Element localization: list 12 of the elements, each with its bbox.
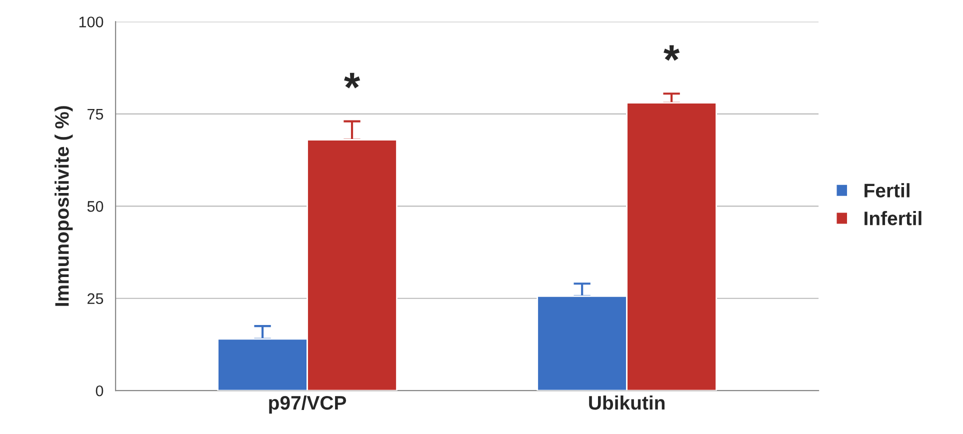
y-tick-label: 25	[88, 293, 104, 304]
y-tick-label: 0	[96, 385, 104, 396]
annotation: *	[344, 72, 360, 88]
legend-label: Infertil	[864, 211, 922, 226]
annotation: *	[664, 45, 680, 61]
y-tick-label: 50	[87, 201, 104, 212]
y-axis-title: Immunopositivite ( %)	[54, 106, 73, 306]
y-tick-label: 75	[88, 108, 104, 120]
x-tick-label: Ubikutin	[589, 395, 665, 410]
y-tick-label: 100	[79, 16, 104, 28]
x-tick-label: p97/VCP	[269, 395, 346, 414]
legend-label: Fertil	[864, 183, 910, 198]
